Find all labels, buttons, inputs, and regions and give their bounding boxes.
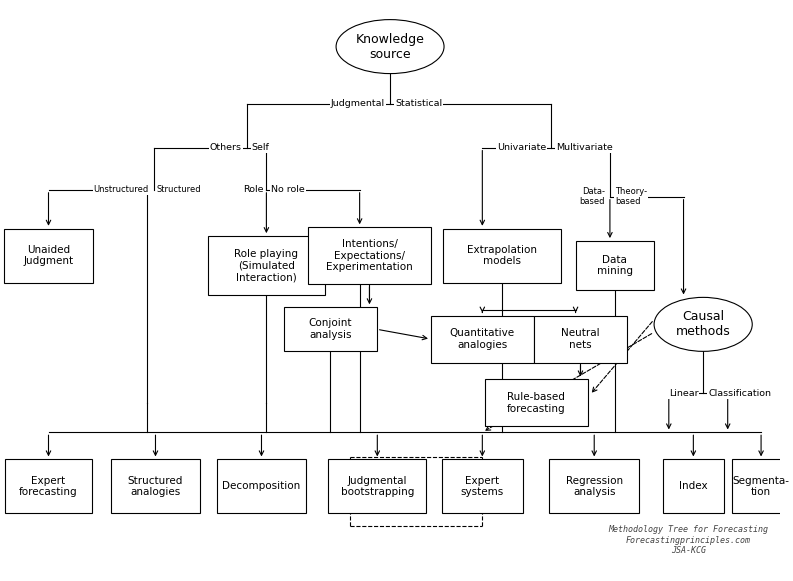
Text: Data-
based: Data- based xyxy=(580,187,605,206)
Text: Conjoint
analysis: Conjoint analysis xyxy=(308,318,352,340)
Text: Judgmental: Judgmental xyxy=(331,99,385,108)
Text: Structured
analogies: Structured analogies xyxy=(128,475,183,497)
Text: Self: Self xyxy=(251,143,270,152)
Text: No role: No role xyxy=(271,185,305,195)
Text: Causal
methods: Causal methods xyxy=(676,310,730,338)
FancyBboxPatch shape xyxy=(534,315,627,363)
Text: Intentions/
Expectations/
Experimentation: Intentions/ Expectations/ Experimentatio… xyxy=(326,239,413,272)
FancyBboxPatch shape xyxy=(431,315,534,363)
FancyBboxPatch shape xyxy=(485,379,588,426)
FancyBboxPatch shape xyxy=(217,460,305,513)
FancyBboxPatch shape xyxy=(442,460,523,513)
FancyBboxPatch shape xyxy=(308,227,431,284)
Text: Data
mining: Data mining xyxy=(597,254,633,277)
FancyBboxPatch shape xyxy=(576,241,654,290)
Text: Theory-
based: Theory- based xyxy=(615,187,647,206)
Text: Role playing
(Simulated
Interaction): Role playing (Simulated Interaction) xyxy=(235,249,298,282)
Text: Index: Index xyxy=(679,481,707,492)
Text: Extrapolation
models: Extrapolation models xyxy=(467,245,537,267)
Text: Segmenta-
tion: Segmenta- tion xyxy=(733,475,790,497)
FancyBboxPatch shape xyxy=(549,460,639,513)
Text: Neutral
nets: Neutral nets xyxy=(561,328,600,350)
Text: Decomposition: Decomposition xyxy=(222,481,301,492)
Text: Expert
forecasting: Expert forecasting xyxy=(19,475,78,497)
FancyBboxPatch shape xyxy=(663,460,724,513)
FancyBboxPatch shape xyxy=(208,236,325,295)
FancyBboxPatch shape xyxy=(328,460,427,513)
Text: Unstructured: Unstructured xyxy=(94,185,148,195)
Text: Univariate: Univariate xyxy=(497,143,546,152)
Text: Role: Role xyxy=(243,185,263,195)
Text: Linear: Linear xyxy=(668,389,699,397)
Text: Structured: Structured xyxy=(156,185,201,195)
Text: Classification: Classification xyxy=(708,389,771,397)
Text: Knowledge
source: Knowledge source xyxy=(355,33,424,60)
Text: Judgmental
bootstrapping: Judgmental bootstrapping xyxy=(341,475,414,497)
FancyBboxPatch shape xyxy=(443,229,561,282)
Text: Statistical: Statistical xyxy=(395,99,442,108)
FancyBboxPatch shape xyxy=(6,460,92,513)
Text: Rule-based
forecasting: Rule-based forecasting xyxy=(507,392,565,414)
FancyBboxPatch shape xyxy=(284,307,377,352)
Text: Multivariate: Multivariate xyxy=(556,143,613,152)
FancyBboxPatch shape xyxy=(4,229,93,282)
Text: Expert
systems: Expert systems xyxy=(461,475,504,497)
FancyBboxPatch shape xyxy=(732,460,791,513)
Text: Regression
analysis: Regression analysis xyxy=(565,475,623,497)
Text: Others: Others xyxy=(210,143,242,152)
Text: Methodology Tree for Forecasting
Forecastingprinciples.com
JSA-KCG: Methodology Tree for Forecasting Forecas… xyxy=(608,525,768,555)
Text: Quantitative
analogies: Quantitative analogies xyxy=(450,328,515,350)
FancyBboxPatch shape xyxy=(111,460,200,513)
Ellipse shape xyxy=(654,297,753,352)
Text: Unaided
Judgment: Unaided Judgment xyxy=(24,245,74,267)
Ellipse shape xyxy=(336,20,444,74)
